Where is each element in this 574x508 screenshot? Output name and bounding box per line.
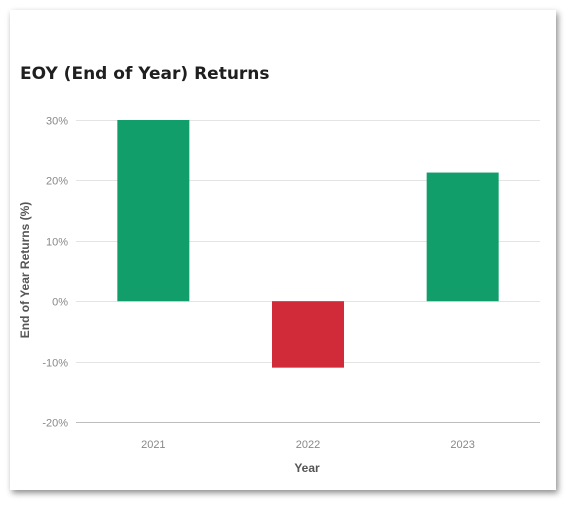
y-tick-label: 20% xyxy=(46,176,68,188)
x-tick-label: 2023 xyxy=(450,439,474,451)
bar-layer xyxy=(117,120,499,368)
x-tick-label: 2022 xyxy=(296,439,320,451)
x-tick-label: 2021 xyxy=(141,439,165,451)
tick-layer: -20% -10% 0% 10% 20% 30% 2021 2022 2023 xyxy=(42,116,475,452)
y-tick-label: 10% xyxy=(46,237,68,249)
y-tick-label: -10% xyxy=(42,358,68,370)
y-tick-label: 30% xyxy=(46,116,68,128)
x-axis-title: Year xyxy=(294,461,320,475)
y-axis-title: End of Year Returns (%) xyxy=(18,202,32,338)
returns-bar-chart: -20% -10% 0% 10% 20% 30% 2021 2022 2023 Year End… xyxy=(18,116,540,475)
y-tick-label: 0% xyxy=(52,297,68,309)
chart-title: EOY (End of Year) Returns xyxy=(20,64,270,84)
bar-2022[interactable] xyxy=(272,301,344,368)
chart-card: EOY (End of Year) Returns -20% -10% 0% 10% 2… xyxy=(10,10,556,490)
y-tick-label: -20% xyxy=(42,418,68,430)
bar-2021[interactable] xyxy=(117,120,190,302)
bar-2023[interactable] xyxy=(426,172,499,302)
